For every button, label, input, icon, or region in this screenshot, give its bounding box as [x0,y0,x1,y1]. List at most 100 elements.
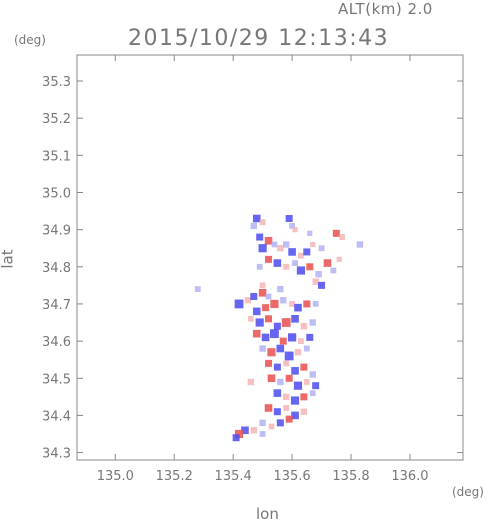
data-cell [300,323,308,330]
data-cell [277,378,284,386]
data-cell [273,363,281,371]
data-cell [298,252,304,259]
y-tick-label: 34.3 [42,447,71,462]
x-axis-label: lon [256,505,279,523]
y-tick-label: 35.0 [42,186,71,201]
data-cell [252,329,261,338]
data-cell [303,379,310,385]
data-cell [283,360,290,367]
data-cell [289,223,295,229]
data-cell [307,230,313,236]
y-tick-label: 34.9 [42,224,71,239]
y-tick-label: 35.2 [42,112,71,127]
data-cell [258,244,267,253]
x-tick-label: 135.0 [97,469,134,484]
data-cell [291,367,299,375]
data-cell [273,322,281,330]
data-cell [330,267,337,274]
y-tick-label: 35.3 [42,75,71,90]
data-cell [290,396,300,405]
data-cell [262,304,270,312]
data-cell [312,278,319,285]
y-axis-unit: (deg) [14,33,46,47]
data-cell [252,214,261,223]
data-cell [287,333,297,342]
data-cell [244,297,252,304]
data-cell [300,393,308,401]
data-cell [294,303,302,312]
y-tick-label: 35.1 [42,149,71,164]
data-cell [250,427,257,434]
data-cell [309,371,316,378]
data-cell [312,382,320,390]
data-cell [312,301,319,307]
data-cell [289,301,295,307]
data-cell [234,429,244,439]
data-cell [293,381,303,390]
y-tick-label: 34.5 [42,372,71,387]
data-cell [277,245,284,252]
data-cell [273,389,282,397]
data-cell [283,405,290,411]
data-cell [241,426,249,435]
data-cell [277,285,284,293]
data-cell [336,256,342,262]
data-cell [259,345,266,352]
data-cell [267,348,276,357]
data-cell [259,431,266,437]
data-cell [271,241,278,248]
data-cell [247,378,255,386]
data-cell [288,248,296,256]
data-cell [285,415,293,423]
data-cell [285,374,293,382]
data-cell [285,214,293,222]
data-cell [267,374,276,383]
data-cell [268,423,275,430]
data-cell [309,319,316,326]
data-cell [265,315,273,323]
x-tick-label: 135.6 [273,469,310,484]
data-cell [264,404,273,412]
x-tick-label: 135.4 [215,469,252,484]
data-cell [283,241,290,248]
data-cell [303,248,311,256]
data-cell [276,419,284,427]
y-tick-label: 34.7 [42,298,71,313]
altitude-label: ALT(km) 2.0 [338,0,433,18]
x-tick-label: 136.0 [391,469,428,484]
data-cell [252,307,261,316]
data-cell [264,236,273,245]
data-cell [234,299,244,309]
data-cell [284,351,294,361]
data-cell [303,345,310,352]
x-axis-unit: (deg) [452,485,484,499]
data-cell [273,408,281,416]
data-cell [300,363,308,371]
data-cell [250,222,257,230]
data-cell [332,229,340,237]
data-cell [291,315,299,323]
data-cell [318,245,325,252]
data-cell [281,318,291,327]
data-cell [250,293,258,301]
data-cell [292,227,298,233]
data-cell [258,288,267,297]
x-tick-label: 135.8 [332,469,369,484]
data-cell [256,233,264,241]
data-cell [339,234,346,240]
data-cell [256,263,263,270]
data-cell [259,419,266,427]
data-cell [296,266,306,275]
data-cell [323,259,332,267]
data-cell [265,255,273,263]
data-cell [194,286,201,292]
data-cell [232,434,240,442]
y-tick-label: 34.8 [42,261,71,276]
data-cell [259,219,266,226]
data-cell [265,359,273,367]
data-cell [298,338,304,345]
data-cell [261,333,270,342]
data-cell [315,271,322,278]
data-cell [309,390,316,397]
